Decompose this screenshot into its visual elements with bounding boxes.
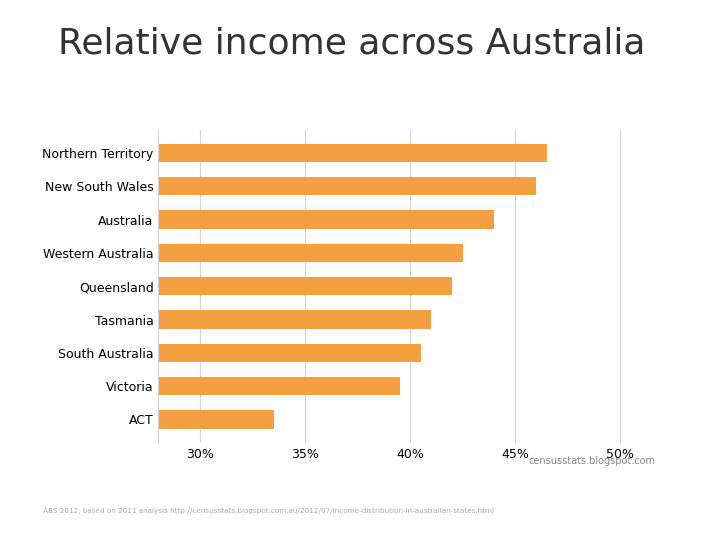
Text: ABS 2012, based on 2011 analysis http://censusstats.blogspot.com.au/2012/07/inco: ABS 2012, based on 2011 analysis http://… bbox=[43, 508, 494, 514]
Bar bbox=[0, 343, 421, 362]
Bar bbox=[0, 144, 547, 162]
Bar bbox=[0, 310, 431, 329]
Text: Relative income across Australia: Relative income across Australia bbox=[58, 27, 645, 61]
Bar bbox=[0, 244, 463, 262]
Bar bbox=[0, 377, 400, 395]
Bar bbox=[0, 410, 274, 429]
Bar bbox=[0, 277, 452, 295]
Text: censusstats.blogspot.com: censusstats.blogspot.com bbox=[528, 456, 655, 467]
Bar bbox=[0, 177, 536, 195]
Bar bbox=[0, 211, 495, 229]
